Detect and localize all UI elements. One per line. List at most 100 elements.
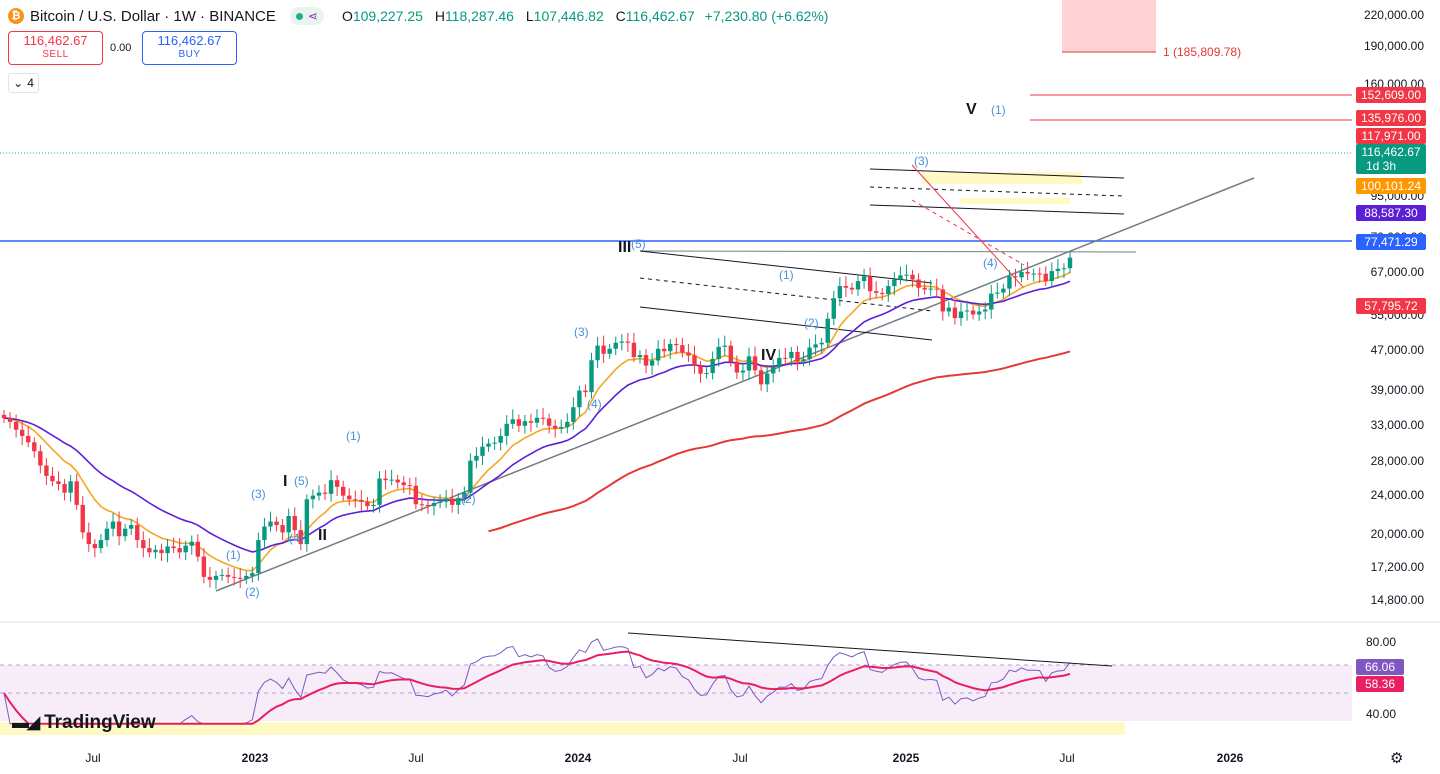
time-tick: 2025 [893, 751, 920, 765]
wave-minor-label: (2) [804, 316, 819, 330]
candle-body [86, 532, 91, 545]
ema-mid-line [3, 280, 1071, 553]
wave-minor-label: (2) [245, 585, 260, 599]
rsi-value-tag-bg [1356, 659, 1404, 675]
gear-icon[interactable]: ⚙ [1390, 750, 1404, 767]
price-tick: 17,200.00 [1371, 560, 1425, 574]
rsi-ma-tag-bg [1356, 676, 1404, 692]
candle-body [1, 414, 7, 419]
time-tick: Jul [1059, 751, 1074, 765]
wave-minor-label: (5) [631, 237, 646, 251]
candle-body [668, 343, 673, 352]
price-tick: 20,000.00 [1371, 527, 1425, 541]
candle-body [44, 465, 49, 476]
close-value: 116,462.67 [625, 8, 695, 24]
candle-body [686, 352, 691, 356]
price-tag: 152,609.00 [1361, 88, 1421, 102]
candle-body [819, 342, 824, 345]
market-status-pill[interactable]: ⋖ [289, 7, 324, 25]
symbol-title[interactable]: Bitcoin / U.S. Dollar · 1W · BINANCE [30, 7, 276, 25]
candle-body [577, 390, 582, 408]
candle-body [316, 492, 322, 496]
candle-body [268, 521, 273, 527]
rsi-value-tag: 66.06 [1365, 660, 1395, 674]
candle-body [867, 276, 873, 292]
candle-body [141, 540, 146, 549]
channel-bottom [639, 306, 933, 341]
price-tag: 88,587.30 [1364, 206, 1418, 220]
candle-body [419, 504, 425, 506]
price-tick: 33,000.00 [1371, 418, 1425, 432]
candle-body [401, 482, 406, 486]
candle-body [607, 348, 612, 354]
candle-body [389, 479, 394, 481]
candle-body [68, 481, 73, 493]
candle-body [692, 355, 697, 366]
price-tick: 220,000.00 [1364, 8, 1424, 22]
candle-body [334, 480, 340, 487]
candle-body [565, 421, 570, 427]
candle-body [861, 276, 867, 282]
candle-body [413, 485, 419, 505]
candle-body [904, 274, 909, 276]
wave-major-III: III [618, 239, 631, 256]
price-tag: 117,971.00 [1361, 129, 1420, 143]
buy-button[interactable]: 116,462.67 BUY [142, 31, 237, 65]
candle-body [377, 478, 382, 505]
change-value: +7,230.80 (+6.62%) [704, 8, 829, 24]
candle-body [510, 419, 515, 424]
candle-body [758, 370, 764, 385]
tradingview-logo[interactable]: ▬◢ TradingView [12, 712, 156, 734]
candle-body [722, 345, 727, 347]
candle-body [801, 359, 806, 362]
candle-body [516, 419, 522, 426]
candle-body [995, 292, 1000, 294]
candle-body [347, 495, 352, 500]
price-tick: 24,000.00 [1371, 488, 1425, 502]
wave-major-V: V [966, 101, 977, 118]
time-axis: Jul 2023 Jul 2024 Jul 2025 Jul 2026 [85, 751, 1243, 765]
candle-body [698, 365, 703, 374]
candle-body [910, 274, 915, 280]
candle-body [649, 360, 655, 366]
candle-body [655, 348, 661, 361]
candle-body [983, 309, 988, 312]
high-key: H [434, 8, 445, 24]
candle-body [619, 341, 624, 343]
share-icon: ⋖ [307, 9, 318, 23]
candle-body [74, 481, 79, 505]
candle-body [559, 426, 564, 429]
candle-body [528, 421, 534, 423]
time-tick: Jul [85, 751, 100, 765]
candle-body [795, 352, 800, 362]
candle-body [189, 541, 194, 546]
wave-minor-label: (5) [294, 474, 309, 488]
time-tick: 2026 [1217, 751, 1244, 765]
price-tag-bg [1356, 144, 1426, 174]
target-label: 1 (185,809.78) [1163, 45, 1241, 59]
candle-body [964, 310, 970, 312]
candle-body [546, 418, 552, 426]
candle-body [280, 525, 285, 533]
rsi-divergence-line [627, 632, 1113, 667]
indicators-toggle[interactable]: ⌄ 4 [8, 73, 39, 93]
candle-body [813, 344, 818, 348]
wave-minor-label: (4) [587, 397, 602, 411]
candle-body [625, 341, 631, 343]
rsi-tick: 80.00 [1366, 635, 1396, 649]
price-tag-bg [1356, 178, 1426, 194]
time-tick: Jul [408, 751, 423, 765]
wave-minor-label: (3) [251, 487, 266, 501]
open-key: O [341, 8, 353, 24]
price-tag-countdown: 1d 3h [1366, 159, 1396, 173]
candle-body [1019, 271, 1024, 278]
target-zone [1062, 0, 1156, 52]
candle-body [80, 504, 85, 533]
flag-bottom [869, 204, 1125, 215]
price-tags: 152,609.00 135,976.00 117,971.00 116,462.67… [1356, 87, 1426, 314]
candle-body [322, 492, 328, 494]
candle-body [1049, 271, 1055, 282]
drawn-trendlines [215, 164, 1255, 592]
sell-button[interactable]: 116,462.67 SELL [8, 31, 103, 65]
